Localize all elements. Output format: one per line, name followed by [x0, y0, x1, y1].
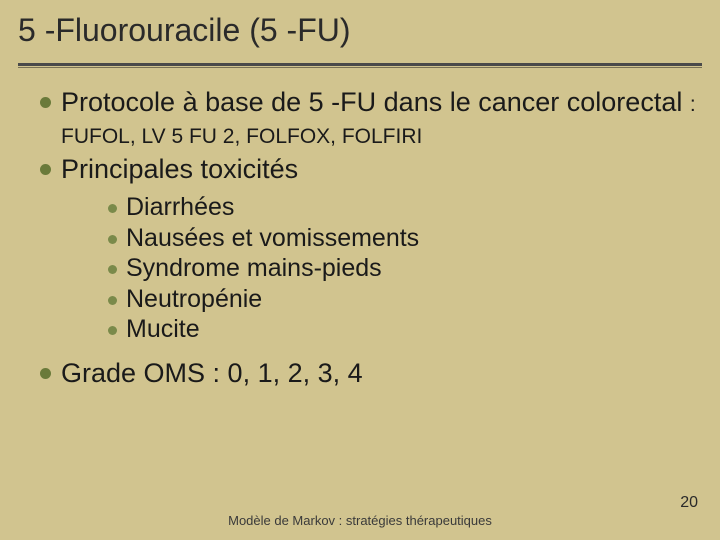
bullet-dot-icon	[108, 296, 117, 305]
bullet-text: Syndrome mains-pieds	[126, 254, 382, 284]
bullet-level2: Neutropénie	[18, 285, 702, 315]
bullet-dot-icon	[40, 368, 51, 379]
bullet-text: Protocole à base de 5 -FU dans le cancer…	[61, 86, 702, 151]
bullet-text: Principales toxicités	[61, 153, 298, 185]
slide-content: Protocole à base de 5 -FU dans le cancer…	[0, 68, 720, 389]
bullet-level1: Grade OMS : 0, 1, 2, 3, 4	[18, 357, 702, 389]
bullet-level1: Principales toxicités	[18, 153, 702, 185]
bullet-text: Neutropénie	[126, 285, 262, 315]
bullet-text: Nausées et vomissements	[126, 224, 419, 254]
bullet-level2: Syndrome mains-pieds	[18, 254, 702, 284]
bullet-text: Diarrhées	[126, 193, 234, 223]
slide-footer: Modèle de Markov : stratégies thérapeuti…	[0, 513, 720, 528]
bullet-level1: Protocole à base de 5 -FU dans le cancer…	[18, 86, 702, 151]
bullet-main-text: Grade OMS : 0, 1, 2, 3, 4	[61, 358, 363, 388]
slide-title: 5 -Fluorouracile (5 -FU)	[18, 12, 702, 49]
bullet-dot-icon	[40, 164, 51, 175]
bullet-level2: Mucite	[18, 315, 702, 345]
bullet-text: Mucite	[126, 315, 200, 345]
bullet-dot-icon	[108, 204, 117, 213]
bullet-main-text: Principales toxicités	[61, 154, 298, 184]
bullet-level2: Diarrhées	[18, 193, 702, 223]
bullet-main-text: Protocole à base de 5 -FU dans le cancer…	[61, 87, 690, 117]
bullet-dot-icon	[108, 265, 117, 274]
bullet-dot-icon	[108, 235, 117, 244]
bullet-dot-icon	[40, 97, 51, 108]
bullet-level2: Nausées et vomissements	[18, 224, 702, 254]
bullet-text: Grade OMS : 0, 1, 2, 3, 4	[61, 357, 363, 389]
page-number: 20	[680, 494, 698, 512]
bullet-dot-icon	[108, 326, 117, 335]
title-underline	[18, 63, 702, 68]
